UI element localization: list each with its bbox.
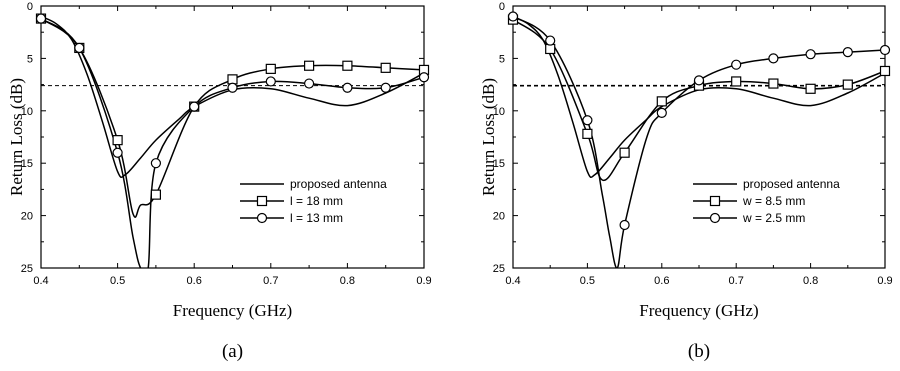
y-axis-label: Return Loss (dB) — [479, 78, 498, 196]
data-point-circle — [509, 12, 518, 21]
series-line-2 — [513, 20, 885, 181]
data-point-square — [343, 61, 352, 70]
legend-marker-circle — [258, 214, 267, 223]
legend-label: proposed antenna — [290, 177, 387, 191]
data-point-circle — [305, 79, 314, 88]
series-line-1 — [513, 17, 885, 178]
data-point-square — [657, 97, 666, 106]
legend-label: w = 2.5 mm — [742, 211, 805, 225]
data-point-square — [546, 44, 555, 53]
data-point-circle — [732, 60, 741, 69]
data-point-square — [843, 80, 852, 89]
x-tick-label: 0.7 — [729, 275, 744, 287]
legend-label: l = 13 mm — [290, 211, 343, 225]
x-tick-label: 0.4 — [505, 275, 520, 287]
data-point-circle — [881, 46, 890, 55]
legend-label: w = 8.5 mm — [742, 194, 805, 208]
data-point-square — [381, 63, 390, 72]
x-tick-label: 0.5 — [110, 275, 125, 287]
data-point-circle — [620, 221, 629, 230]
y-tick-label: 20 — [21, 211, 33, 223]
x-tick-label: 0.7 — [263, 275, 278, 287]
series-line-1 — [41, 17, 424, 178]
x-tick-label: 0.9 — [416, 275, 431, 287]
legend-marker-circle — [711, 214, 720, 223]
data-point-circle — [806, 50, 815, 59]
x-axis-label: Frequency (GHz) — [173, 301, 292, 320]
data-point-circle — [37, 14, 46, 23]
data-point-square — [806, 84, 815, 93]
legend-label: proposed antenna — [743, 177, 840, 191]
data-point-square — [266, 64, 275, 73]
legend-marker-square — [258, 197, 267, 206]
data-point-square — [151, 190, 160, 199]
data-point-circle — [769, 54, 778, 63]
data-point-circle — [843, 48, 852, 57]
y-tick-label: 0 — [499, 1, 505, 13]
data-point-square — [305, 61, 314, 70]
data-point-circle — [266, 77, 275, 86]
y-tick-label: 20 — [493, 211, 505, 223]
legend-label: l = 18 mm — [290, 194, 343, 208]
plot-area — [41, 17, 424, 278]
data-point-circle — [583, 116, 592, 125]
data-point-circle — [381, 83, 390, 92]
data-point-circle — [695, 76, 704, 85]
plot-area — [513, 17, 885, 269]
series-line-3 — [513, 17, 885, 269]
data-point-circle — [190, 102, 199, 111]
series-line-3 — [41, 19, 424, 277]
plot-frame — [41, 6, 424, 268]
data-point-square — [583, 129, 592, 138]
data-point-square — [881, 66, 890, 75]
x-tick-label: 0.6 — [654, 275, 669, 287]
y-tick-label: 25 — [21, 263, 33, 275]
data-point-circle — [657, 108, 666, 117]
y-tick-label: 5 — [27, 53, 33, 65]
data-point-circle — [151, 159, 160, 168]
x-tick-label: 0.6 — [187, 275, 202, 287]
y-tick-label: 0 — [27, 1, 33, 13]
y-tick-label: 25 — [493, 263, 505, 275]
plot-frame — [513, 6, 885, 268]
x-tick-label: 0.8 — [340, 275, 355, 287]
data-point-circle — [420, 73, 429, 82]
x-tick-label: 0.8 — [803, 275, 818, 287]
panel-caption: (a) — [222, 341, 243, 362]
data-point-circle — [343, 83, 352, 92]
x-tick-label: 0.4 — [33, 275, 48, 287]
data-point-square — [732, 77, 741, 86]
data-point-square — [228, 75, 237, 84]
data-point-circle — [113, 148, 122, 157]
data-point-circle — [546, 36, 555, 45]
y-tick-label: 5 — [499, 53, 505, 65]
y-axis-label: Return Loss (dB) — [7, 78, 26, 196]
x-tick-label: 0.9 — [877, 275, 892, 287]
data-point-circle — [75, 43, 84, 52]
data-point-square — [620, 148, 629, 157]
panel-caption: (b) — [688, 341, 710, 362]
data-point-circle — [228, 83, 237, 92]
x-tick-label: 0.5 — [580, 275, 595, 287]
data-point-square — [769, 79, 778, 88]
x-axis-label: Frequency (GHz) — [639, 301, 758, 320]
data-point-square — [113, 136, 122, 145]
legend-marker-square — [711, 197, 720, 206]
